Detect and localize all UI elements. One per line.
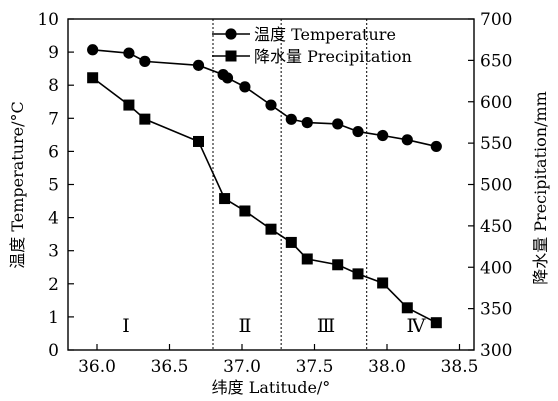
zone-label: Ⅳ (407, 315, 427, 337)
precipitation-point (265, 223, 277, 235)
temperature-point (87, 44, 99, 56)
legend-temperature-marker (225, 28, 237, 40)
y-left-tick-label: 0 (48, 341, 59, 361)
legend-temperature-label: 温度 Temperature (254, 25, 396, 44)
x-tick-label: 37.0 (223, 357, 261, 377)
temperature-point (221, 72, 234, 84)
x-tick-label: 38.5 (441, 357, 479, 377)
precipitation-point (87, 72, 99, 84)
precipitation-point (139, 113, 151, 125)
y-right-tick-label: 350 (480, 300, 512, 320)
temperature-point (332, 118, 344, 130)
y-right-tick-label: 650 (480, 51, 512, 71)
zone-label: Ⅲ (317, 315, 335, 337)
y-left-tick-label: 6 (48, 142, 59, 162)
y-left-tick-label: 9 (48, 43, 59, 63)
y-right-tick-label: 700 (480, 10, 512, 30)
temperature-point (139, 55, 151, 67)
y-right-tick-label: 600 (480, 93, 512, 113)
precipitation-point (239, 205, 251, 217)
axis-tick-labels: 36.0 36.5 37.0 37.5 38.0 38.5 0 1 2 3 4 5 6 7 8 9 10 300 3… (37, 10, 512, 377)
temperature-point (377, 129, 389, 142)
legend-precipitation-label: 降水量 Precipitation (254, 47, 412, 66)
legend: 温度 Temperature 降水量 Precipitation (212, 25, 412, 66)
precipitation-point (193, 135, 204, 147)
x-axis-title: 纬度 Latitude/° (212, 378, 331, 397)
y-left-tick-label: 7 (48, 109, 59, 129)
x-tick-label: 36.5 (151, 357, 189, 377)
temperature-point (285, 113, 297, 125)
temperature-point (123, 47, 135, 59)
temperature-point (239, 81, 251, 93)
zone-labels: Ⅰ Ⅱ Ⅲ Ⅳ (122, 315, 426, 337)
precipitation-point (377, 277, 389, 289)
temperature-point (265, 99, 277, 111)
legend-precipitation-marker (225, 50, 237, 62)
precipitation-point (219, 193, 231, 205)
precipitation-point (430, 317, 442, 329)
y-right-tick-label: 500 (480, 176, 512, 196)
y-left-tick-label: 4 (48, 209, 59, 229)
temperature-point (192, 59, 205, 71)
y-left-tick-label: 10 (37, 10, 59, 30)
y-right-tick-label: 450 (480, 217, 512, 237)
x-tick-label: 38.0 (368, 357, 406, 377)
y-left-tick-label: 2 (48, 275, 59, 295)
series-layer (87, 44, 442, 329)
precipitation-point (123, 99, 135, 111)
temperature-point (430, 140, 442, 153)
y-left-tick-label: 1 (48, 308, 59, 328)
x-tick-label: 37.5 (296, 357, 334, 377)
axis-ticks (68, 18, 474, 351)
precipitation-point (301, 253, 313, 265)
y-left-tick-label: 5 (48, 176, 59, 196)
y-right-tick-label: 550 (480, 134, 512, 154)
temperature-point (352, 125, 364, 138)
y-right-tick-label: 400 (480, 258, 512, 278)
temperature-point (301, 117, 313, 129)
y-right-tick-label: 300 (480, 341, 512, 361)
precipitation-point (332, 259, 344, 271)
precipitation-point (401, 302, 413, 314)
y-axis-left-title: 温度 Temperature/°C (8, 101, 27, 269)
plot-frame (67, 18, 475, 351)
y-left-tick-label: 3 (48, 242, 59, 262)
zone-label: Ⅱ (238, 315, 251, 337)
x-tick-label: 36.0 (78, 357, 116, 377)
precipitation-point (285, 236, 297, 248)
y-left-tick-label: 8 (48, 76, 59, 96)
zone-label: Ⅰ (122, 315, 130, 337)
zone-dividers (212, 19, 368, 350)
precipitation-point (352, 268, 364, 280)
y-axis-right-title: 降水量 Precipitation/mm (531, 91, 550, 285)
temperature-point (401, 134, 413, 146)
